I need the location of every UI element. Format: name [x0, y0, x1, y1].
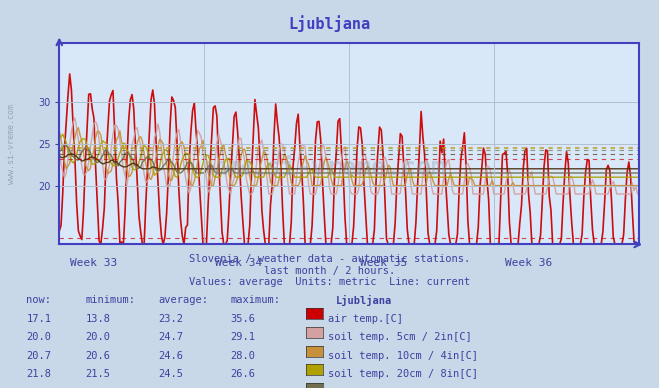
Text: 20.0: 20.0 — [86, 332, 111, 342]
Text: 23.2: 23.2 — [158, 314, 183, 324]
Text: soil temp. 10cm / 4in[C]: soil temp. 10cm / 4in[C] — [328, 351, 478, 361]
Text: Week 36: Week 36 — [505, 258, 553, 268]
Text: 20.0: 20.0 — [26, 332, 51, 342]
Text: Values: average  Units: metric  Line: current: Values: average Units: metric Line: curr… — [189, 277, 470, 288]
Text: Slovenia / weather data - automatic stations.: Slovenia / weather data - automatic stat… — [189, 254, 470, 264]
Text: 21.5: 21.5 — [86, 369, 111, 379]
Text: minimum:: minimum: — [86, 295, 136, 305]
Text: 35.6: 35.6 — [231, 314, 256, 324]
Text: air temp.[C]: air temp.[C] — [328, 314, 403, 324]
Text: 21.8: 21.8 — [26, 369, 51, 379]
Text: soil temp. 5cm / 2in[C]: soil temp. 5cm / 2in[C] — [328, 332, 472, 342]
Text: 13.8: 13.8 — [86, 314, 111, 324]
Text: 20.6: 20.6 — [86, 351, 111, 361]
Text: 29.1: 29.1 — [231, 332, 256, 342]
Text: 24.7: 24.7 — [158, 332, 183, 342]
Text: 17.1: 17.1 — [26, 314, 51, 324]
Text: Week 34: Week 34 — [215, 258, 263, 268]
Text: www.si-vreme.com: www.si-vreme.com — [7, 104, 16, 184]
Text: soil temp. 20cm / 8in[C]: soil temp. 20cm / 8in[C] — [328, 369, 478, 379]
Text: 24.6: 24.6 — [158, 351, 183, 361]
Text: 24.5: 24.5 — [158, 369, 183, 379]
Text: Week 35: Week 35 — [360, 258, 408, 268]
Text: now:: now: — [26, 295, 51, 305]
Text: 28.0: 28.0 — [231, 351, 256, 361]
Text: last month / 2 hours.: last month / 2 hours. — [264, 266, 395, 276]
Text: 20.7: 20.7 — [26, 351, 51, 361]
Text: maximum:: maximum: — [231, 295, 281, 305]
Text: www.si-vreme.com: www.si-vreme.com — [206, 156, 446, 180]
Text: Ljubljana: Ljubljana — [289, 16, 370, 32]
Text: 26.6: 26.6 — [231, 369, 256, 379]
Text: average:: average: — [158, 295, 208, 305]
Text: Ljubljana: Ljubljana — [336, 295, 392, 306]
Text: Week 33: Week 33 — [71, 258, 118, 268]
